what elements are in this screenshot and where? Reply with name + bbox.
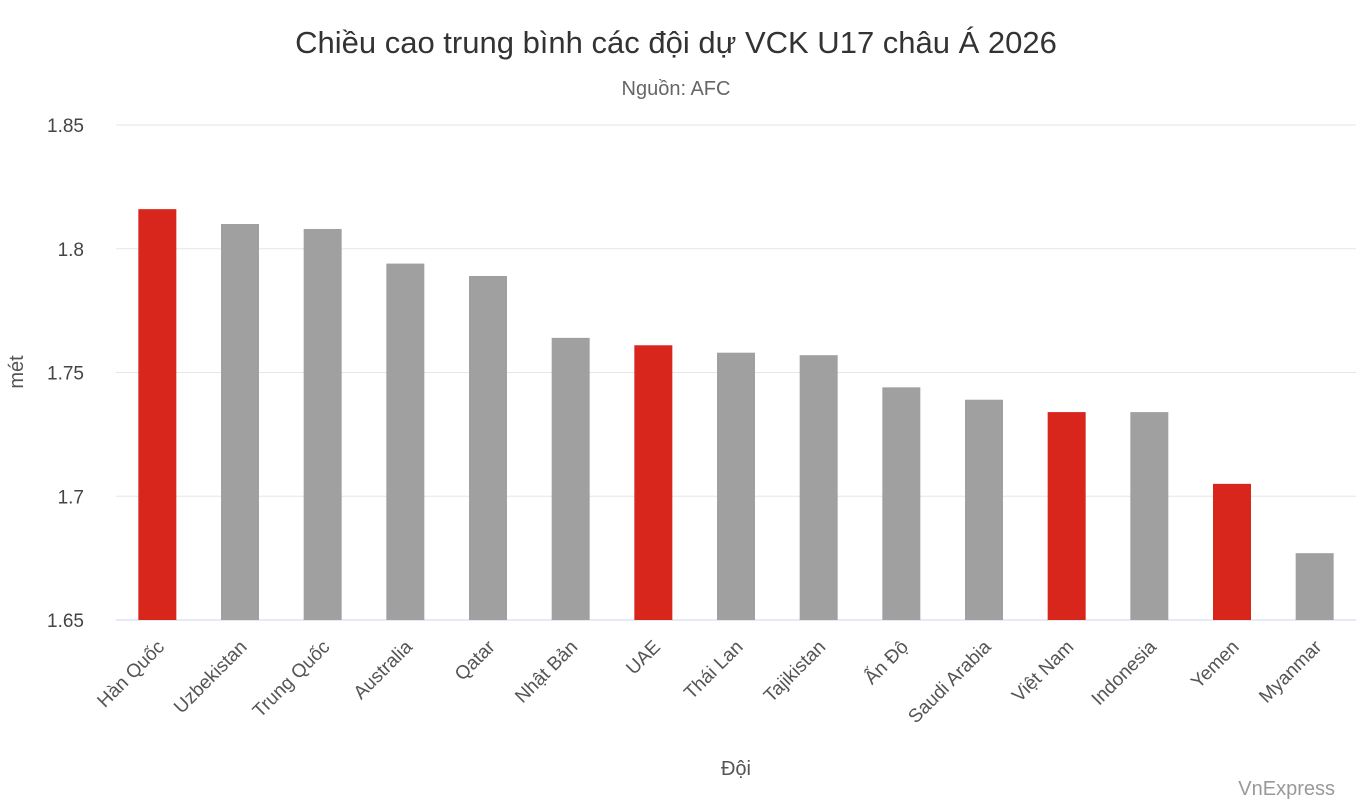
x-axis-title: Đội: [721, 758, 751, 780]
x-tick-label: Việt Nam: [1008, 637, 1078, 707]
x-tick-label: Ấn Độ: [860, 636, 913, 689]
bar[interactable]: [1213, 483, 1251, 620]
y-tick-label: 1.8: [58, 240, 84, 261]
x-tick-label: UAE: [622, 637, 664, 679]
bar[interactable]: [221, 224, 259, 620]
bar[interactable]: [386, 263, 425, 620]
x-tick-label: Hàn Quốc: [94, 637, 169, 712]
credit-label[interactable]: VnExpress: [1238, 778, 1335, 800]
x-tick-label: Yemen: [1187, 637, 1243, 693]
y-tick-label: 1.7: [58, 487, 84, 508]
bar[interactable]: [1295, 553, 1334, 620]
x-tick-label: Thái Lan: [680, 637, 747, 704]
y-tick-label: 1.75: [47, 364, 84, 385]
bars: [138, 209, 1334, 620]
x-tick-label: Myanmar: [1255, 636, 1326, 707]
x-tick-label: Tajikistan: [760, 637, 830, 707]
bar[interactable]: [138, 209, 177, 620]
x-tick-label: Trung Quốc: [249, 637, 334, 722]
x-tick-label: Saudi Arabia: [904, 636, 995, 727]
y-tick-label: 1.65: [47, 611, 84, 632]
bar[interactable]: [717, 352, 755, 620]
x-tick-label: Nhật Bản: [511, 637, 582, 708]
bar[interactable]: [634, 345, 673, 620]
bar[interactable]: [1047, 412, 1086, 620]
bar[interactable]: [469, 275, 507, 620]
bar[interactable]: [965, 399, 1003, 620]
x-tick-label: Indonesia: [1088, 636, 1161, 709]
chart-subtitle: Nguồn: AFC: [622, 78, 731, 100]
bar[interactable]: [799, 355, 838, 620]
y-axis-ticks: 1.65 1.7 1.75 1.8 1.85: [47, 116, 84, 632]
bar[interactable]: [1130, 412, 1169, 620]
bar[interactable]: [882, 387, 921, 620]
x-tick-label: Qatar: [451, 636, 500, 685]
x-tick-label: Uzbekistan: [170, 637, 251, 718]
bar[interactable]: [303, 228, 342, 620]
bar[interactable]: [551, 337, 590, 620]
x-tick-label: Australia: [350, 636, 417, 703]
y-tick-label: 1.85: [47, 116, 84, 137]
y-axis-title: mét: [6, 355, 28, 389]
chart-title: Chiều cao trung bình các đội dự VCK U17 …: [295, 25, 1057, 60]
